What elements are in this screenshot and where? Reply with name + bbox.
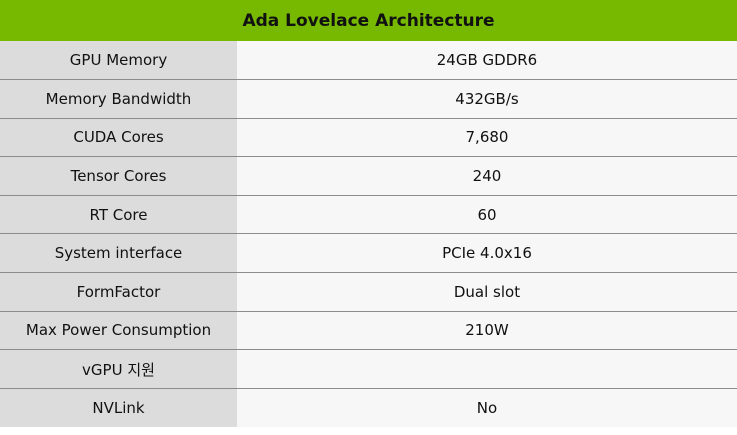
spec-label: Max Power Consumption [0,311,237,351]
spec-row: Memory Bandwidth 432GB/s [0,79,737,119]
spec-value: 24GB GDDR6 [237,41,737,81]
spec-label: RT Core [0,195,237,235]
spec-row: vGPU 지원 [0,349,737,389]
spec-label: CUDA Cores [0,118,237,158]
header-row: Ada Lovelace Architecture [0,0,737,41]
spec-value: 240 [237,156,737,196]
spec-row: GPU Memory 24GB GDDR6 [0,41,737,81]
spec-row: FormFactor Dual slot [0,272,737,312]
spec-label: NVLink [0,388,237,427]
spec-row: Tensor Cores 240 [0,156,737,196]
spec-label: FormFactor [0,272,237,312]
spec-value: 432GB/s [237,79,737,119]
spec-row: CUDA Cores 7,680 [0,118,737,158]
spec-label: System interface [0,233,237,274]
spec-row: NVLink No [0,388,737,427]
spec-label: vGPU 지원 [0,349,237,389]
spec-value: 60 [237,195,737,235]
spec-label: Tensor Cores [0,156,237,196]
spec-value: 210W [237,311,737,351]
spec-row: RT Core 60 [0,195,737,235]
spec-label: GPU Memory [0,41,237,81]
spec-value: Dual slot [237,272,737,312]
spec-value: No [237,388,737,427]
architecture-title: Ada Lovelace Architecture [0,0,737,41]
spec-value [237,349,737,389]
spec-label: Memory Bandwidth [0,79,237,119]
spec-value: 7,680 [237,118,737,158]
spec-value: PCIe 4.0x16 [237,233,737,274]
spec-row: System interface PCIe 4.0x16 [0,233,737,274]
spec-row: Max Power Consumption 210W [0,311,737,351]
